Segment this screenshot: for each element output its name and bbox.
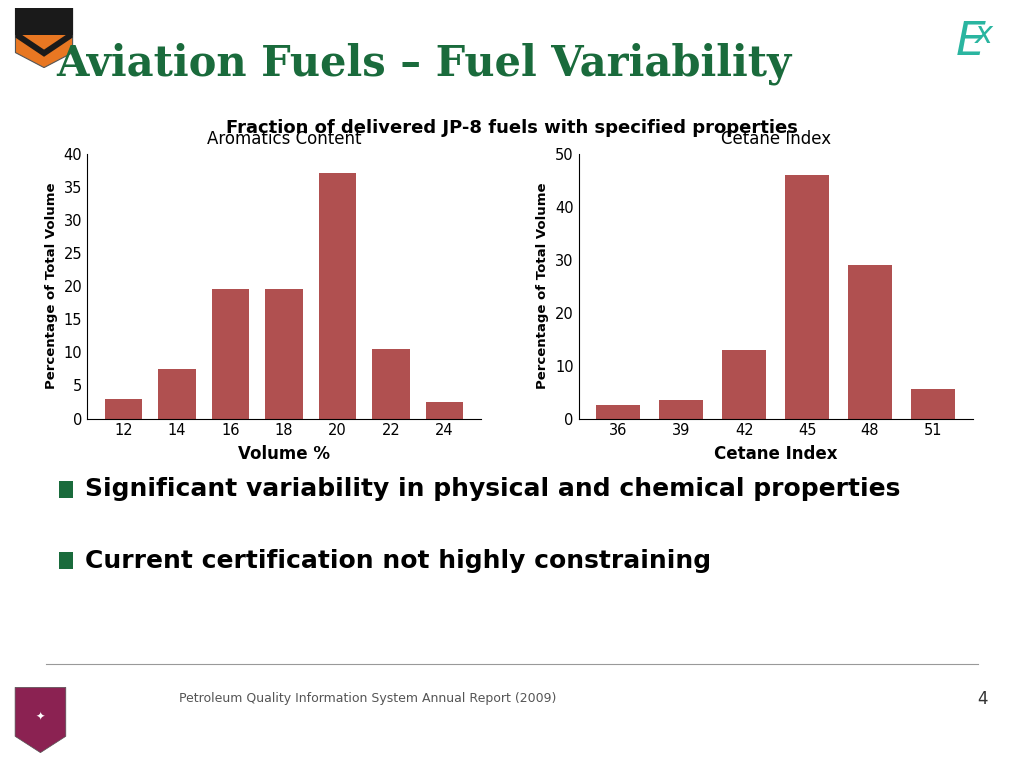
X-axis label: Cetane Index: Cetane Index bbox=[714, 445, 838, 463]
Bar bbox=[785, 175, 829, 419]
Text: $\it{E}$: $\it{E}$ bbox=[955, 20, 987, 65]
Text: Significant variability in physical and chemical properties: Significant variability in physical and … bbox=[85, 477, 900, 502]
Text: $\it{x}$: $\it{x}$ bbox=[974, 20, 995, 49]
Text: ✦: ✦ bbox=[36, 712, 45, 722]
Bar bbox=[722, 349, 766, 419]
Bar bbox=[659, 400, 703, 419]
Text: Aviation Fuels – Fuel Variability: Aviation Fuels – Fuel Variability bbox=[56, 42, 792, 84]
Text: Fraction of delivered JP-8 fuels with specified properties: Fraction of delivered JP-8 fuels with sp… bbox=[226, 119, 798, 137]
Polygon shape bbox=[15, 31, 73, 57]
Title: Cetane Index: Cetane Index bbox=[721, 130, 830, 148]
Bar bbox=[848, 265, 892, 419]
Text: Current certification not highly constraining: Current certification not highly constra… bbox=[85, 548, 711, 573]
Y-axis label: Percentage of Total Volume: Percentage of Total Volume bbox=[45, 183, 58, 389]
Bar bbox=[318, 174, 356, 419]
Text: 4: 4 bbox=[978, 690, 988, 708]
Polygon shape bbox=[15, 8, 73, 68]
Text: Petroleum Quality Information System Annual Report (2009): Petroleum Quality Information System Ann… bbox=[179, 693, 557, 705]
Polygon shape bbox=[15, 687, 66, 753]
Bar bbox=[159, 369, 196, 419]
Bar bbox=[105, 399, 142, 419]
X-axis label: Volume %: Volume % bbox=[239, 445, 330, 463]
Y-axis label: Percentage of Total Volume: Percentage of Total Volume bbox=[537, 183, 550, 389]
Polygon shape bbox=[15, 8, 73, 35]
Bar bbox=[596, 406, 640, 419]
Bar bbox=[911, 389, 954, 419]
Bar bbox=[212, 290, 250, 419]
Bar bbox=[373, 349, 410, 419]
Bar bbox=[265, 290, 303, 419]
Title: Aromatics Content: Aromatics Content bbox=[207, 130, 361, 148]
Bar bbox=[426, 402, 463, 419]
